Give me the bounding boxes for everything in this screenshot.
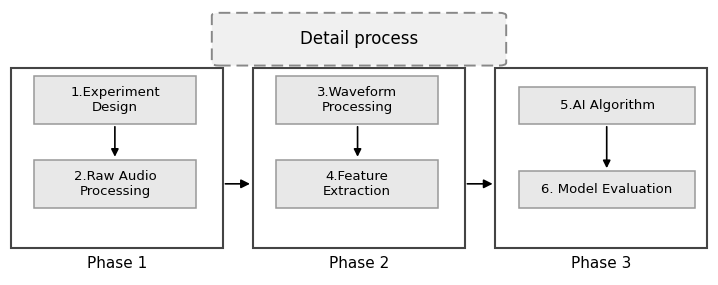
Text: Phase 1: Phase 1 [87, 256, 146, 272]
FancyBboxPatch shape [276, 160, 438, 208]
FancyBboxPatch shape [495, 68, 707, 248]
Text: 1.Experiment
Design: 1.Experiment Design [70, 86, 160, 114]
FancyBboxPatch shape [519, 171, 695, 208]
Text: Detail process: Detail process [300, 30, 418, 48]
Text: 4.Feature
Extraction: 4.Feature Extraction [323, 170, 391, 198]
Text: 5.AI Algorithm: 5.AI Algorithm [559, 99, 655, 112]
FancyBboxPatch shape [34, 76, 196, 124]
FancyBboxPatch shape [253, 68, 465, 248]
FancyBboxPatch shape [11, 68, 223, 248]
FancyBboxPatch shape [34, 160, 196, 208]
Text: Phase 2: Phase 2 [329, 256, 388, 272]
Text: 2.Raw Audio
Processing: 2.Raw Audio Processing [74, 170, 157, 198]
Text: Phase 3: Phase 3 [571, 256, 632, 272]
FancyBboxPatch shape [212, 13, 506, 66]
Text: 6. Model Evaluation: 6. Model Evaluation [541, 183, 673, 196]
FancyBboxPatch shape [276, 76, 438, 124]
FancyBboxPatch shape [519, 87, 695, 124]
Text: 3.Waveform
Processing: 3.Waveform Processing [317, 86, 397, 114]
